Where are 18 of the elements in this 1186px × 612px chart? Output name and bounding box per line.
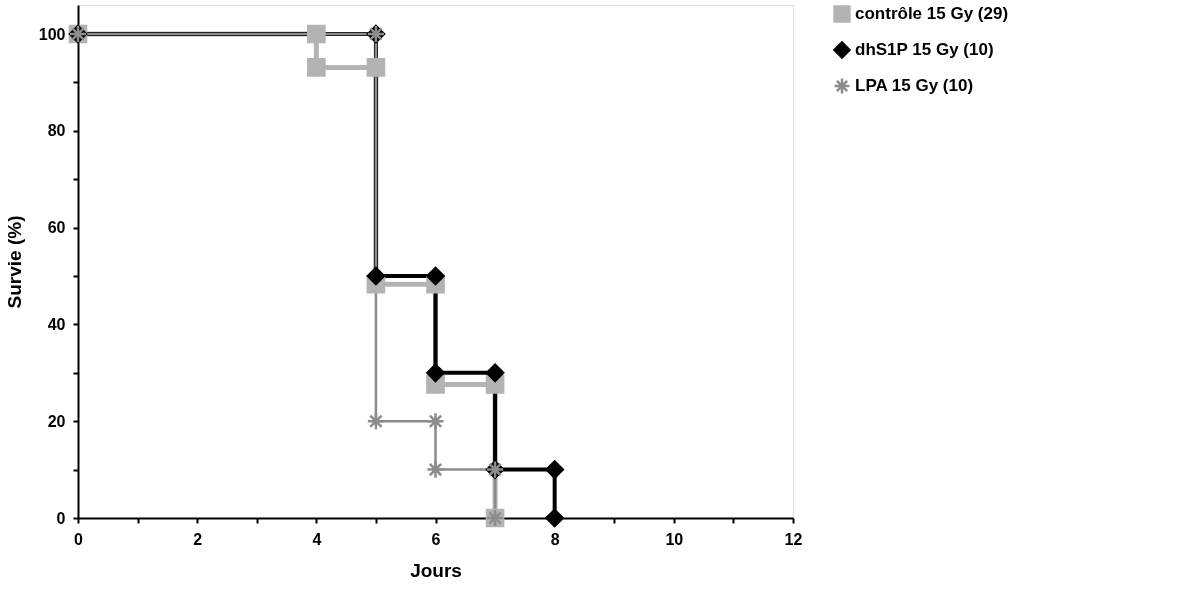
y-tick-label: 0 <box>56 509 66 527</box>
x-tick-label: 0 <box>74 530 84 548</box>
x-tick-label: 4 <box>312 530 322 548</box>
legend-label: contrôle 15 Gy (29) <box>855 4 1009 23</box>
y-tick-label: 100 <box>38 25 66 43</box>
x-tick-label: 6 <box>431 530 441 548</box>
legend-label: LPA 15 Gy (10) <box>855 76 974 95</box>
y-axis-title: Survie (%) <box>3 215 25 309</box>
x-axis-title: Jours <box>410 559 462 581</box>
x-tick-label: 10 <box>665 530 684 548</box>
y-tick-label: 40 <box>47 315 66 333</box>
y-tick-label: 60 <box>47 219 66 237</box>
x-tick-label: 2 <box>193 530 203 548</box>
legend-label: dhS1P 15 Gy (10) <box>855 40 994 59</box>
x-tick-label: 12 <box>784 530 803 548</box>
y-tick-label: 80 <box>47 122 66 140</box>
x-tick-label: 8 <box>550 530 560 548</box>
y-tick-label: 20 <box>47 412 66 430</box>
